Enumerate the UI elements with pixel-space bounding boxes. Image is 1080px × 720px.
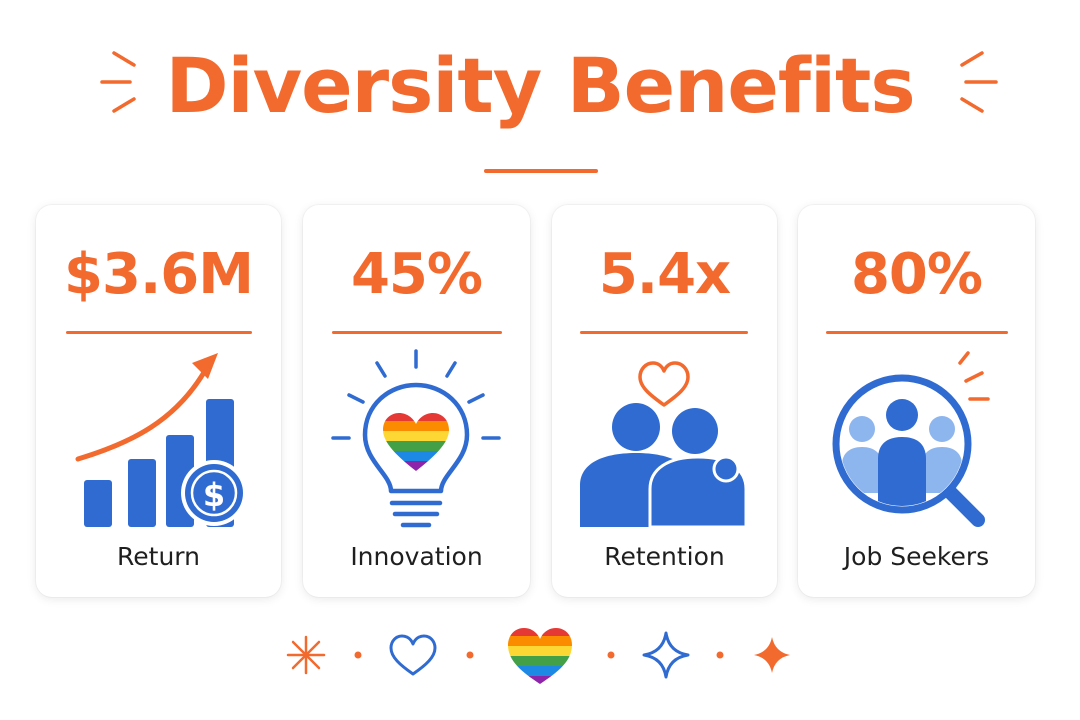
growth-chart-dollar-icon: $ [75,353,247,527]
stat-card-return: $3.6M $ Return [36,205,281,597]
stat-label: Retention [604,542,725,571]
sparkle-outline-icon [642,631,690,679]
card-divider [332,331,502,334]
magnifier-people-icon [832,351,990,527]
stat-value: 80% [850,242,983,307]
card-divider [826,331,1008,334]
svg-text:$: $ [203,476,225,514]
dot-icon [716,651,724,659]
dot-icon [607,651,615,659]
stat-value: 45% [350,242,483,307]
asterisk-icon [286,635,326,675]
burst-left-icon [100,51,136,113]
footer-decorations [286,628,790,684]
stat-label: Job Seekers [843,542,990,571]
stat-label: Return [117,542,200,571]
heart-outline-icon [389,634,437,676]
stat-card-retention: 5.4x Retention [552,205,777,597]
burst-right-icon [960,51,998,113]
card-divider [580,331,748,334]
stat-card-innovation: 45% Innov [303,205,530,597]
dot-icon [354,651,362,659]
card-divider [66,331,252,334]
rainbow-heart-lightbulb-icon [331,349,501,528]
sparkle-filled-icon [754,637,790,673]
stat-card-job-seekers: 80% Job Seekers [798,205,1035,597]
stat-value: 5.4x [598,242,731,307]
stat-value: $3.6M [64,242,254,307]
page-title: Diversity Benefits [165,41,915,130]
dot-icon [466,651,474,659]
stat-label: Innovation [350,542,483,571]
rainbow-heart-icon [508,628,572,684]
two-people-heart-icon [580,361,748,529]
title-underline [484,169,598,173]
